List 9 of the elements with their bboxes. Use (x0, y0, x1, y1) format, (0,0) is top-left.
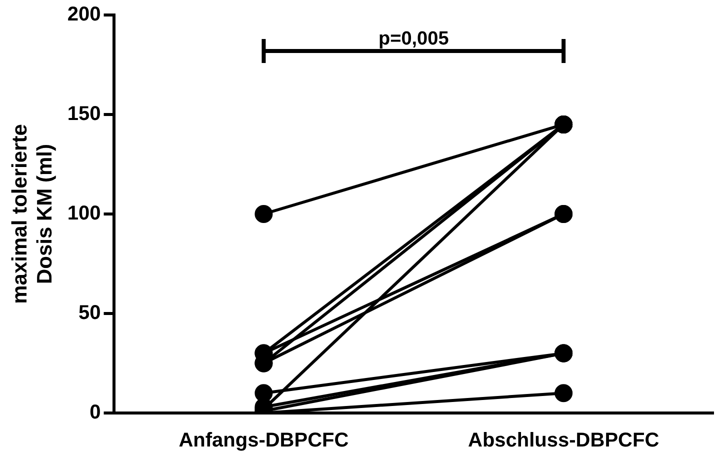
y-tick-label: 50 (78, 302, 101, 324)
y-tick-label: 150 (67, 103, 101, 126)
y-tick-label: 100 (67, 202, 101, 225)
annotation: p=0,005 (378, 28, 450, 50)
x-tick-label: Abschluss-DBPCFC (468, 430, 660, 452)
y-tick-label: 0 (90, 402, 101, 424)
x-tick-label: Anfangs-DBPCFC (178, 430, 349, 452)
y-axis-title: maximal tolerierte Dosis KM (ml) (8, 124, 57, 304)
y-tick-label: 200 (67, 4, 101, 26)
